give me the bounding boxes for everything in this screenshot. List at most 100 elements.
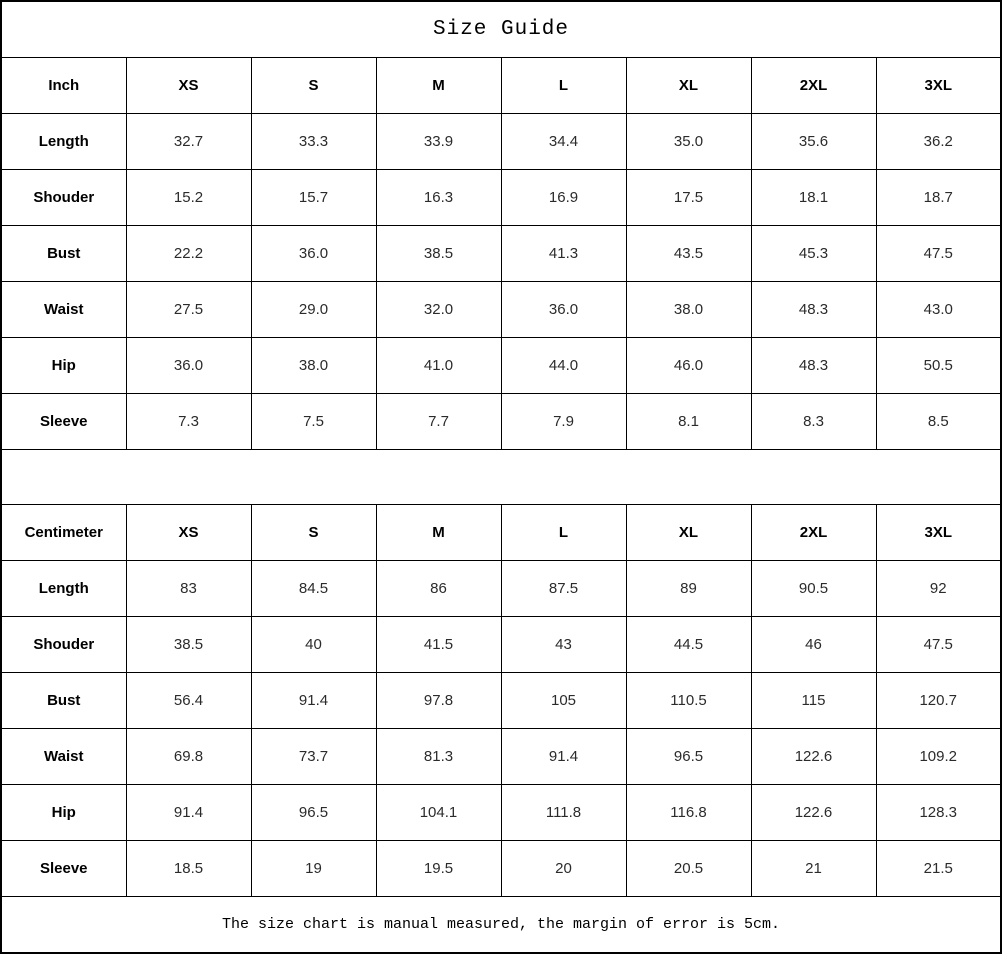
value-cell: 105: [500, 672, 627, 730]
table-row-sleeve: Sleeve 7.3 7.5 7.7 7.9 8.1 8.3 8.5: [0, 392, 1002, 450]
size-header-m: M: [375, 56, 502, 114]
value-cell: 29.0: [250, 280, 377, 338]
value-cell: 104.1: [375, 784, 502, 842]
value-cell: 96.5: [625, 728, 752, 786]
value-cell: 111.8: [500, 784, 627, 842]
value-cell: 19.5: [375, 840, 502, 897]
value-cell: 91.4: [250, 672, 377, 730]
value-cell: 91.4: [500, 728, 627, 786]
value-cell: 17.5: [625, 168, 752, 226]
value-cell: 110.5: [625, 672, 752, 730]
unit-header-centimeter: Centimeter: [0, 504, 127, 562]
value-cell: 32.7: [125, 112, 252, 170]
value-cell: 36.0: [250, 224, 377, 282]
value-cell: 46.0: [625, 336, 752, 394]
size-header-xs: XS: [125, 504, 252, 562]
value-cell: 45.3: [750, 224, 877, 282]
value-cell: 69.8: [125, 728, 252, 786]
value-cell: 38.5: [125, 616, 252, 674]
value-cell: 44.5: [625, 616, 752, 674]
value-cell: 36.0: [125, 336, 252, 394]
value-cell: 128.3: [875, 784, 1002, 842]
value-cell: 33.3: [250, 112, 377, 170]
value-cell: 92: [875, 560, 1002, 618]
table-row-hip: Hip 36.0 38.0 41.0 44.0 46.0 48.3 50.5: [0, 336, 1002, 394]
size-header-s: S: [250, 56, 377, 114]
value-cell: 34.4: [500, 112, 627, 170]
value-cell: 43.5: [625, 224, 752, 282]
row-label-length: Length: [0, 112, 127, 170]
row-label-waist: Waist: [0, 728, 127, 786]
value-cell: 83: [125, 560, 252, 618]
value-cell: 22.2: [125, 224, 252, 282]
value-cell: 43.0: [875, 280, 1002, 338]
table-row-sleeve: Sleeve 18.5 19 19.5 20 20.5 21 21.5: [0, 840, 1002, 897]
value-cell: 122.6: [750, 728, 877, 786]
size-header-xs: XS: [125, 56, 252, 114]
size-header-3xl: 3XL: [875, 56, 1002, 114]
value-cell: 48.3: [750, 336, 877, 394]
value-cell: 8.5: [875, 392, 1002, 450]
table-row-waist: Waist 27.5 29.0 32.0 36.0 38.0 48.3 43.0: [0, 280, 1002, 338]
value-cell: 7.9: [500, 392, 627, 450]
value-cell: 20.5: [625, 840, 752, 897]
value-cell: 19: [250, 840, 377, 897]
size-header-xl: XL: [625, 504, 752, 562]
value-cell: 7.3: [125, 392, 252, 450]
value-cell: 38.0: [250, 336, 377, 394]
row-label-bust: Bust: [0, 672, 127, 730]
spacer-row: [1, 448, 1001, 506]
table-row-waist: Waist 69.8 73.7 81.3 91.4 96.5 122.6 109.2: [0, 728, 1002, 786]
value-cell: 97.8: [375, 672, 502, 730]
size-header-2xl: 2XL: [750, 56, 877, 114]
value-cell: 44.0: [500, 336, 627, 394]
value-cell: 20: [500, 840, 627, 897]
size-header-2xl: 2XL: [750, 504, 877, 562]
value-cell: 47.5: [875, 224, 1002, 282]
value-cell: 47.5: [875, 616, 1002, 674]
value-cell: 109.2: [875, 728, 1002, 786]
size-header-m: M: [375, 504, 502, 562]
size-header-s: S: [250, 504, 377, 562]
value-cell: 90.5: [750, 560, 877, 618]
table-row-hip: Hip 91.4 96.5 104.1 111.8 116.8 122.6 128.3: [0, 784, 1002, 842]
value-cell: 36.0: [500, 280, 627, 338]
footer-row: The size chart is manual measured, the m…: [0, 896, 1002, 954]
value-cell: 32.0: [375, 280, 502, 338]
value-cell: 18.7: [875, 168, 1002, 226]
table-row-bust: Bust 22.2 36.0 38.5 41.3 43.5 45.3 47.5: [0, 224, 1002, 282]
value-cell: 50.5: [875, 336, 1002, 394]
row-label-hip: Hip: [0, 784, 127, 842]
value-cell: 16.3: [375, 168, 502, 226]
value-cell: 41.3: [500, 224, 627, 282]
header-row-inch: Inch XS S M L XL 2XL 3XL: [0, 56, 1002, 114]
value-cell: 56.4: [125, 672, 252, 730]
value-cell: 8.3: [750, 392, 877, 450]
value-cell: 87.5: [500, 560, 627, 618]
value-cell: 15.2: [125, 168, 252, 226]
size-header-xl: XL: [625, 56, 752, 114]
row-label-length: Length: [0, 560, 127, 618]
value-cell: 120.7: [875, 672, 1002, 730]
value-cell: 21.5: [875, 840, 1002, 897]
value-cell: 7.5: [250, 392, 377, 450]
row-label-waist: Waist: [0, 280, 127, 338]
value-cell: 41.0: [375, 336, 502, 394]
value-cell: 84.5: [250, 560, 377, 618]
value-cell: 81.3: [375, 728, 502, 786]
header-row-centimeter: Centimeter XS S M L XL 2XL 3XL: [0, 504, 1002, 562]
size-header-l: L: [500, 504, 627, 562]
value-cell: 36.2: [875, 112, 1002, 170]
page-title: Size Guide: [0, 0, 1002, 58]
unit-header-inch: Inch: [0, 56, 127, 114]
table-row-length: Length 32.7 33.3 33.9 34.4 35.0 35.6 36.2: [0, 112, 1002, 170]
value-cell: 116.8: [625, 784, 752, 842]
size-header-3xl: 3XL: [875, 504, 1002, 562]
value-cell: 41.5: [375, 616, 502, 674]
row-label-bust: Bust: [0, 224, 127, 282]
value-cell: 38.0: [625, 280, 752, 338]
spacer-cell: [1, 448, 1001, 506]
value-cell: 15.7: [250, 168, 377, 226]
